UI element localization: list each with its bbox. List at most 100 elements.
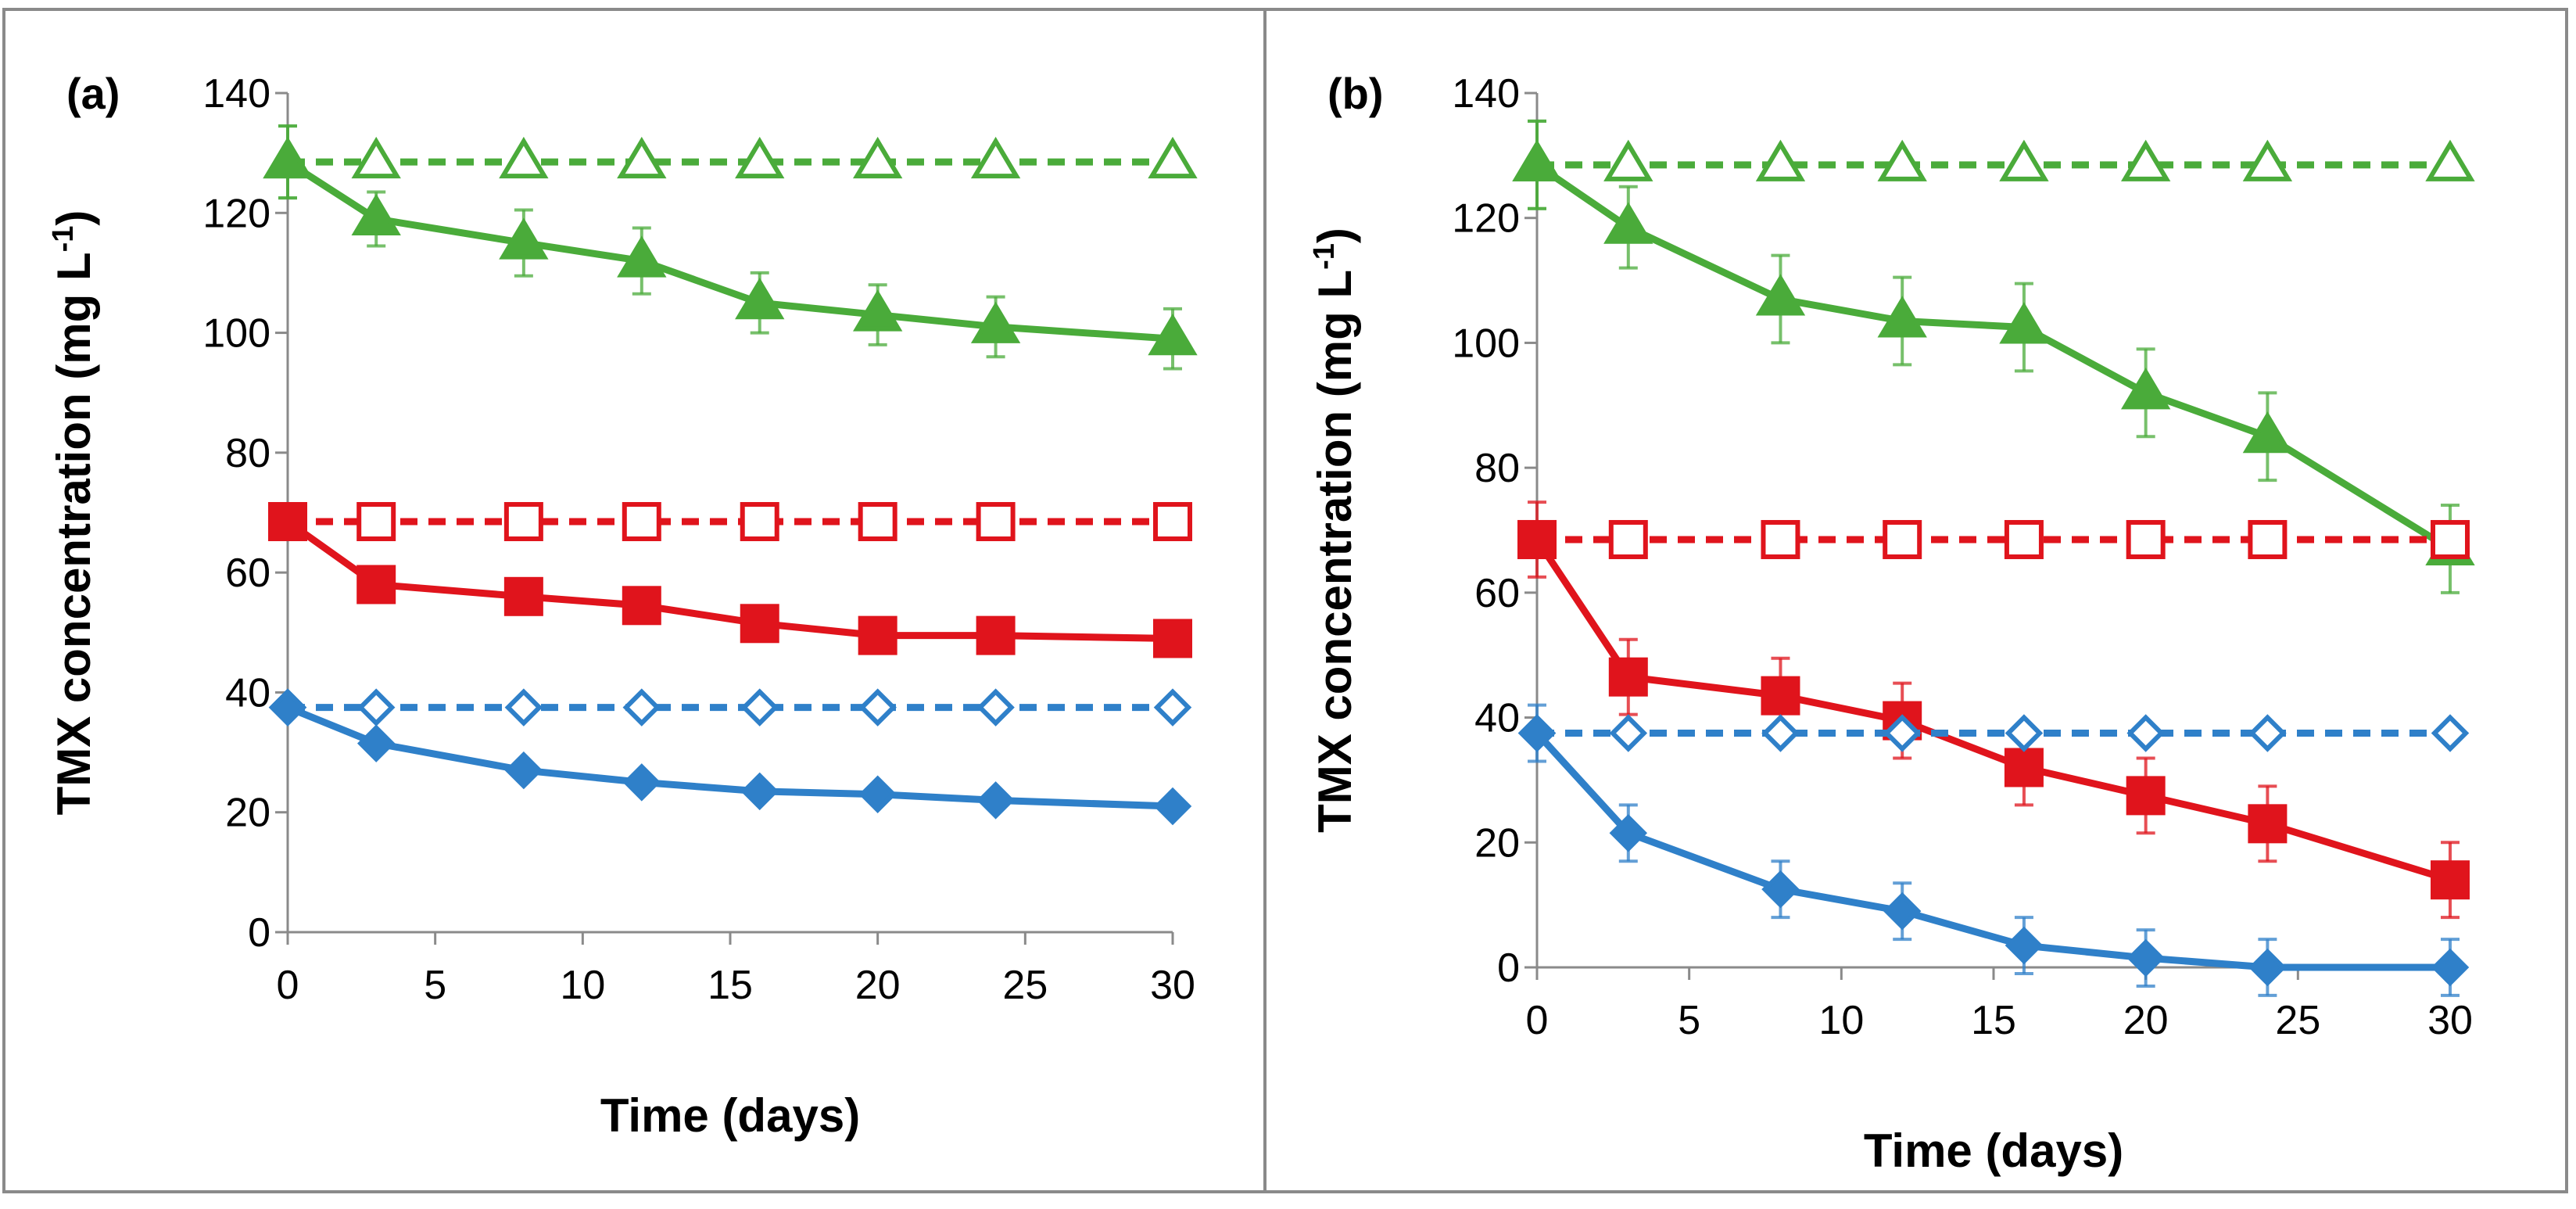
- data-point-square: [1608, 657, 1648, 697]
- data-point-diamond: [1761, 870, 1800, 909]
- x-tick-label: 5: [1678, 998, 1700, 1043]
- series-line: [1534, 537, 2452, 884]
- x-tick-label: 20: [2123, 998, 2169, 1043]
- x-tick-label: 15: [708, 963, 753, 1008]
- data-point-diamond: [858, 688, 897, 726]
- y-tick-label: 80: [1474, 446, 1520, 491]
- data-point-triangle: [852, 289, 903, 332]
- series-green-treated: [263, 124, 1198, 371]
- data-point-diamond: [622, 688, 661, 726]
- data-point-diamond: [2248, 948, 2287, 987]
- data-point-diamond: [2431, 714, 2470, 752]
- data-point-square: [622, 501, 661, 541]
- y-tick-label: 40: [1474, 696, 1520, 741]
- data-point-triangle: [852, 136, 903, 179]
- series-line: [285, 518, 1173, 642]
- x-tick-label: 30: [2427, 998, 2473, 1043]
- data-point-triangle: [2120, 139, 2171, 181]
- data-point-diamond: [356, 724, 396, 762]
- y-tick-label: 120: [1452, 196, 1520, 242]
- data-point-diamond: [1883, 892, 1922, 931]
- y-tick-label: 80: [225, 431, 270, 476]
- panel-frame: [1263, 8, 2568, 1193]
- data-point-diamond: [976, 688, 1015, 726]
- data-point-diamond: [858, 775, 897, 813]
- data-point-triangle: [1877, 296, 1927, 338]
- data-point-diamond: [740, 688, 779, 726]
- data-point-square: [1761, 519, 1800, 559]
- data-point-square: [2004, 519, 2044, 559]
- data-point-square: [2126, 776, 2166, 816]
- data-point-square: [2248, 519, 2288, 559]
- x-tick-label: 15: [1971, 998, 2016, 1043]
- data-point-triangle: [1603, 139, 1653, 181]
- y-tick-label: 20: [225, 791, 270, 836]
- x-tick-label: 30: [1150, 963, 1195, 1008]
- data-point-triangle: [2425, 139, 2475, 181]
- y-tick-label: 140: [1452, 71, 1520, 117]
- data-point-triangle: [970, 136, 1021, 179]
- y-tick-label: 60: [1474, 571, 1520, 616]
- y-tick-label: 100: [1452, 321, 1520, 366]
- data-point-triangle: [263, 136, 313, 179]
- data-point-diamond: [740, 772, 779, 811]
- data-point-square: [976, 615, 1016, 655]
- data-point-square: [1153, 619, 1192, 658]
- data-point-triangle: [617, 235, 667, 278]
- x-axis-label: Time (days): [1864, 1125, 2123, 1177]
- x-tick-label: 10: [560, 963, 605, 1008]
- x-tick-label: 10: [1818, 998, 1864, 1043]
- data-point-triangle: [735, 277, 785, 320]
- data-point-diamond: [268, 688, 307, 726]
- y-axis-label: TMX concentration (mg L-1): [1308, 228, 1361, 833]
- data-point-diamond: [1609, 814, 1648, 852]
- data-point-triangle: [499, 136, 549, 179]
- data-point-square: [268, 501, 307, 541]
- y-tick-label: 100: [202, 311, 270, 357]
- data-point-diamond: [2005, 926, 2044, 965]
- data-point-triangle: [1999, 139, 2049, 181]
- panel-label: (a): [66, 69, 120, 118]
- data-point-triangle: [351, 193, 401, 235]
- series-blue-treated: [268, 688, 1192, 826]
- y-tick-label: 140: [202, 71, 270, 117]
- data-point-diamond: [1517, 714, 1557, 752]
- data-point-square: [1883, 519, 1922, 559]
- x-tick-label: 0: [277, 963, 299, 1008]
- data-point-triangle: [1148, 136, 1198, 179]
- data-point-triangle: [1755, 139, 1806, 181]
- data-point-triangle: [2120, 368, 2171, 410]
- data-point-square: [2248, 804, 2288, 844]
- data-point-diamond: [2126, 938, 2165, 978]
- data-point-square: [2126, 519, 2166, 559]
- data-point-diamond: [2126, 714, 2165, 752]
- data-point-square: [1517, 519, 1557, 559]
- y-tick-label: 40: [225, 670, 270, 716]
- data-point-diamond: [2248, 714, 2287, 752]
- data-point-diamond: [504, 751, 543, 790]
- data-point-square: [1608, 519, 1648, 559]
- panel-b: 0 20 40 60 80 100 120 140 0 5 10 15 20 25 30 Time (days…: [1263, 8, 2568, 1193]
- data-point-square: [356, 501, 396, 541]
- series-line: [1534, 730, 2450, 971]
- data-point-diamond: [1761, 714, 1800, 752]
- x-tick-label: 25: [1002, 963, 1048, 1008]
- data-point-square: [740, 604, 779, 644]
- data-point-square: [503, 576, 543, 616]
- x-tick-label: 5: [424, 963, 446, 1008]
- data-point-square: [1761, 676, 1800, 716]
- data-point-triangle: [1148, 313, 1198, 356]
- data-point-triangle: [499, 217, 549, 260]
- data-point-triangle: [1512, 139, 1562, 181]
- data-point-square: [2431, 519, 2470, 559]
- data-point-triangle: [1755, 274, 1806, 316]
- data-point-diamond: [356, 688, 396, 726]
- data-point-triangle: [617, 136, 667, 179]
- data-point-square: [622, 586, 661, 626]
- series-line: [1535, 162, 2452, 552]
- data-point-diamond: [1153, 787, 1192, 826]
- data-point-triangle: [2242, 139, 2293, 181]
- x-axis-label: Time (days): [600, 1089, 860, 1142]
- y-tick-label: 20: [1474, 820, 1520, 866]
